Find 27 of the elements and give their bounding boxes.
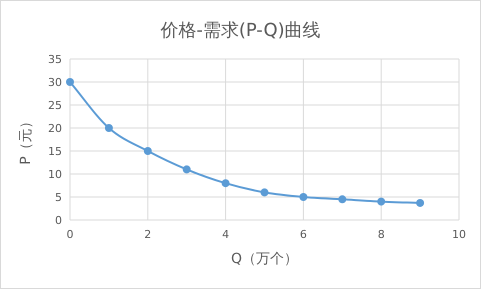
point [260, 188, 268, 196]
point [377, 198, 386, 206]
x-tick-label: 10 [452, 228, 466, 241]
y-tick-label: 30 [48, 76, 62, 89]
y-tick-label: 20 [48, 122, 62, 135]
y-axis-title: P（元） [18, 114, 34, 165]
point [182, 165, 191, 174]
x-tick-label: 4 [222, 228, 230, 241]
point [299, 193, 308, 201]
y-tick-label: 35 [48, 53, 62, 66]
x-tick-label: 8 [378, 228, 385, 241]
y-tick-label: 0 [55, 214, 62, 227]
point [104, 124, 113, 132]
point [338, 195, 346, 204]
point [222, 179, 230, 188]
y-tick-label: 10 [48, 168, 62, 181]
chart-title: 价格-需求(P-Q)曲线 [159, 20, 321, 41]
y-tick-label: 15 [48, 145, 62, 158]
x-tick-label: 2 [144, 228, 152, 241]
y-tick-label: 25 [48, 99, 62, 112]
point [144, 147, 152, 155]
x-axis-title: Q（万个） [230, 251, 298, 267]
point [66, 78, 74, 86]
y-tick-label: 5 [55, 191, 62, 204]
x-tick-label: 0 [66, 228, 74, 241]
x-tick-label: 6 [300, 228, 307, 241]
point [416, 198, 424, 207]
